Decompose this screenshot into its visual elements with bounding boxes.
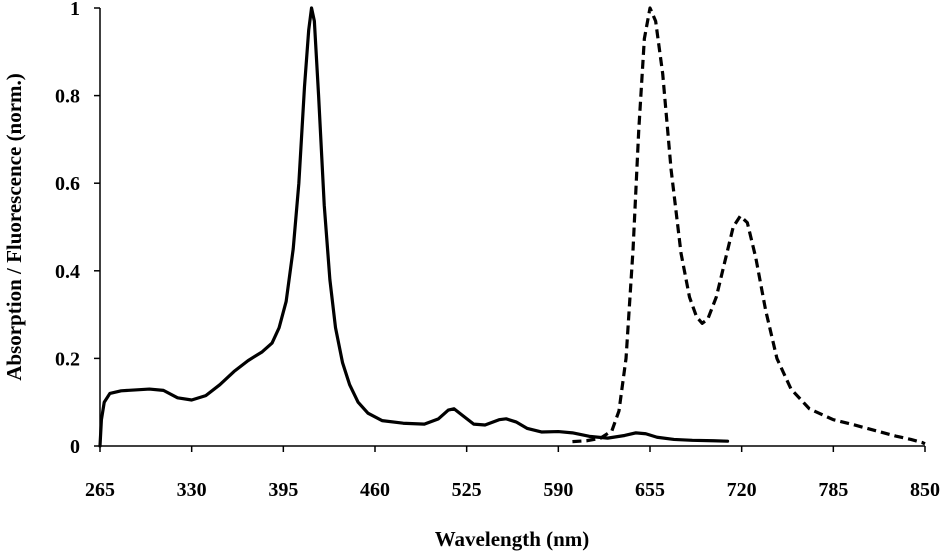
axes xyxy=(99,8,925,447)
x-tick-label: 265 xyxy=(85,479,115,501)
y-tick-label: 1 xyxy=(70,0,80,20)
y-tick-label: 0.6 xyxy=(55,173,80,195)
x-tick-label: 785 xyxy=(818,479,848,501)
x-tick-label: 460 xyxy=(360,479,390,501)
x-axis-title: Wavelength (nm) xyxy=(435,527,590,551)
y-tick-group: 0 0.2 0.4 0.6 0.8 1 xyxy=(55,0,100,458)
x-tick-label: 395 xyxy=(268,479,298,501)
series-group xyxy=(98,6,926,448)
x-tick-group: 265 330 395 460 525 590 655 720 785 850 xyxy=(85,446,940,501)
absorption-series-line xyxy=(98,6,730,448)
x-tick-label: 590 xyxy=(543,479,573,501)
y-tick-label: 0.2 xyxy=(55,348,80,370)
x-tick-label: 655 xyxy=(635,479,665,501)
y-tick-label: 0.8 xyxy=(55,86,80,108)
y-axis-title: Absorption / Fluorescence (norm.) xyxy=(2,73,26,381)
x-tick-label: 330 xyxy=(177,479,207,501)
x-tick-label: 525 xyxy=(452,479,482,501)
x-tick-label: 720 xyxy=(727,479,757,501)
y-tick-label: 0 xyxy=(70,436,80,458)
y-tick-label: 0.4 xyxy=(55,261,80,283)
x-tick-label: 850 xyxy=(910,479,940,501)
fluorescence-series-line xyxy=(572,6,926,446)
